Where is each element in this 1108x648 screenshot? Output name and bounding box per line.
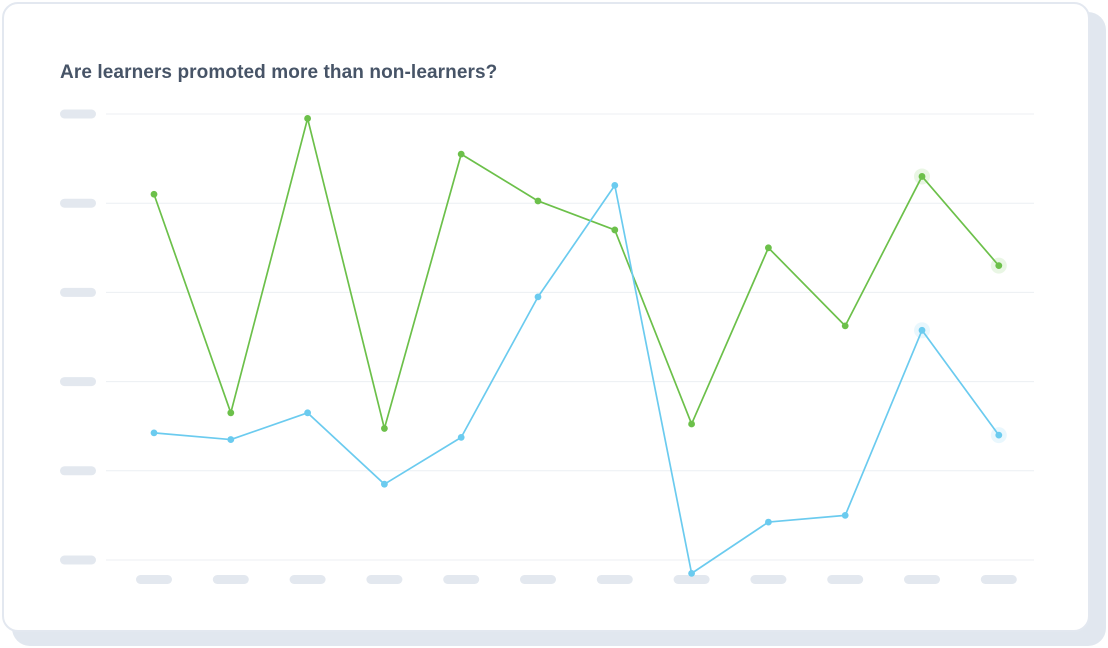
series-1-point [534,197,542,205]
x-tick-label-placeholder [980,575,1017,584]
y-tick-label-placeholder [60,555,96,565]
x-tick-label-placeholder [596,575,633,584]
series-1-point [918,173,926,180]
y-tick-label-placeholder [60,198,96,208]
x-tick-label-placeholder [904,575,940,584]
x-tick-label-placeholder [443,575,480,584]
series-2-point [381,480,388,488]
y-tick-label-placeholder [60,466,96,476]
series-1-point [995,262,1003,270]
x-tick-label-placeholder [673,575,710,584]
series-1-point [611,226,619,234]
y-tick-label-placeholder [60,377,96,387]
series-1-point [841,322,849,330]
x-tick-label-placeholder [520,575,556,584]
x-tick-label-placeholder [366,575,403,584]
series-1-point [304,115,311,122]
series-2-point [918,326,926,334]
series-1-point [688,420,695,428]
x-tick-label-placeholder [750,575,787,584]
x-tick-label-placeholder [212,575,249,584]
series-2-point [841,512,849,519]
x-tick-label-placeholder [289,575,326,584]
series-1-line [153,117,1000,430]
series-2-point [457,433,465,441]
x-tick-label-placeholder [136,575,172,584]
series-1-point [765,244,772,252]
series-2-point [534,293,542,301]
series-1-point [227,409,235,417]
series-1-point [457,150,465,158]
series-2-point [150,429,158,437]
series-2-point [765,518,772,526]
series-2-point [304,409,311,417]
series-2-point [688,569,695,577]
series-2-point [611,181,619,189]
chart-title: Are learners promoted more than non-lear… [60,62,498,83]
series-2-line [153,184,1000,575]
series-2-point [227,436,235,443]
chart-card [2,2,1090,632]
x-tick-label-placeholder [827,575,864,584]
series-1-point [381,425,388,432]
series-2-point [995,431,1003,439]
y-tick-label-placeholder [60,109,96,119]
y-tick-label-placeholder [60,287,96,297]
series-1-point [150,190,158,198]
